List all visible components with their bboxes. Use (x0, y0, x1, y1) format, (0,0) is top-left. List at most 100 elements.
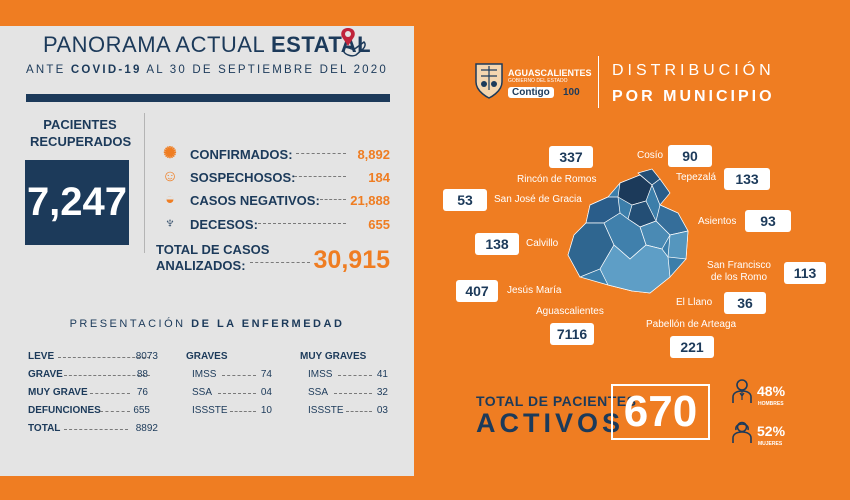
row-value: 76 (136, 387, 148, 398)
municipality-name: Asientos (698, 216, 737, 227)
vertical-divider (144, 113, 145, 253)
stat-negative: ◒ CASOS NEGATIVOS: 21,888 (160, 190, 390, 210)
dash-leader (222, 375, 256, 376)
row-value: 74 (260, 369, 272, 380)
muy-graves-header: MUY GRAVES (300, 351, 367, 362)
municipality-value: 407 (456, 280, 498, 302)
row-value: 8892 (135, 423, 158, 434)
men-percent: 48% (757, 383, 786, 399)
logo-100: 100 (563, 87, 580, 98)
severity-row: DEFUNCIONES 655 (28, 405, 150, 416)
stat-deaths: ♆ DECESOS: 655 (160, 214, 390, 234)
distribution-subtitle: POR MUNICIPIO (612, 88, 775, 105)
man-icon (732, 379, 752, 403)
row-label: SSA (192, 387, 213, 398)
graves-row: IMSS 74 (192, 369, 272, 380)
woman-icon (732, 421, 752, 443)
subtitle-c: AL 30 DE SEPTIEMBRE DEL 2020 (141, 64, 388, 76)
municipality-value: 113 (784, 262, 826, 284)
people-icon: ☺ (161, 168, 179, 185)
stat-value: 21,888 (350, 192, 390, 208)
stat-confirmed: ✺ CONFIRMADOS: 8,892 (160, 144, 390, 164)
severity-row: GRAVE 88 (28, 369, 150, 380)
mask-icon: ◒ (165, 191, 175, 208)
severity-row: TOTAL 8892 (28, 423, 158, 434)
severity-row: LEVE 8073 (28, 351, 158, 362)
muy-graves-row: IMSS 41 (308, 369, 388, 380)
municipality-value: 53 (443, 189, 487, 211)
total-label-1: TOTAL DE CASOS (156, 242, 270, 257)
virus-icon: ✺ (163, 145, 177, 162)
presentation-heading: PRESENTACIÓN DE LA ENFERMEDAD (0, 318, 414, 330)
recovered-value: 7,247 (25, 160, 129, 245)
ribbon-icon: ♆ (164, 215, 176, 232)
row-label: DEFUNCIONES (28, 405, 101, 416)
location-pin-icon (341, 28, 366, 57)
graves-row: ISSSTE 10 (192, 405, 272, 416)
row-label: IMSS (308, 369, 333, 380)
stat-label: SOSPECHOSOS: (190, 169, 296, 185)
page-title: PANORAMA ACTUAL ESTATAL (0, 32, 414, 58)
title-light: PANORAMA ACTUAL (42, 32, 271, 57)
dash-leader (58, 357, 150, 358)
municipality-name: El Llano (676, 297, 713, 308)
dash-leader (90, 393, 130, 394)
row-value: 88 (136, 369, 148, 380)
total-label: TOTAL DE CASOS ANALIZADOS: (156, 242, 269, 274)
logo-name: AGUASCALIENTES (508, 68, 592, 78)
muy-graves-row: SSA 32 (308, 387, 388, 398)
graves-header: GRAVES (186, 351, 228, 362)
row-label: SSA (308, 387, 329, 398)
subtitle-b: COVID-19 (70, 64, 142, 76)
distribution-title: DISTRIBUCIÓN (612, 62, 775, 79)
dash-leader (64, 375, 150, 376)
dash-leader (338, 375, 372, 376)
state-coat-of-arms-icon (475, 63, 503, 99)
municipality-name: San Francisco de los Romo (707, 260, 771, 283)
municipality-value: 337 (549, 146, 593, 168)
municipality-name: Rincón de Romos (517, 174, 597, 185)
subtitle: ANTE COVID-19 AL 30 DE SEPTIEMBRE DEL 20… (0, 64, 414, 76)
row-label: LEVE (28, 351, 55, 362)
stat-label: CASOS NEGATIVOS: (190, 192, 320, 208)
row-label: ISSSTE (192, 405, 228, 416)
municipality-name: Tepezalá (676, 172, 717, 183)
row-value: 8073 (135, 351, 158, 362)
row-value: 04 (260, 387, 272, 398)
total-value: 30,915 (313, 246, 390, 274)
active-label-1: TOTAL DE PACIENTES (476, 393, 637, 409)
recovered-label: PACIENTES RECUPERADOS (30, 117, 132, 149)
stat-value: 184 (368, 169, 390, 185)
municipality-value: 138 (475, 233, 519, 255)
women-label: MUJERES (758, 441, 783, 447)
muy-graves-row: ISSSTE 03 (308, 405, 388, 416)
dash-leader (64, 429, 128, 430)
dash-leader (294, 176, 346, 177)
stat-value: 655 (368, 216, 390, 232)
row-label: IMSS (192, 369, 217, 380)
dash-leader (334, 393, 372, 394)
municipality-name: San José de Gracia (494, 194, 582, 205)
active-value: 670 (611, 384, 710, 440)
municipality-value: 221 (670, 336, 714, 358)
row-label: TOTAL (28, 423, 61, 434)
municipality-name: Aguascalientes (536, 306, 604, 317)
municipality-name: Calvillo (526, 238, 559, 249)
men-label: HOMBRES (758, 401, 784, 407)
row-value: 41 (376, 369, 388, 380)
municipality-name: Cosío (637, 150, 664, 161)
stat-label: DECESOS: (190, 216, 258, 232)
stat-value: 8,892 (357, 146, 390, 162)
dash-leader (346, 411, 372, 412)
row-value: 10 (260, 405, 272, 416)
row-value: 32 (376, 387, 388, 398)
municipality-value: 36 (724, 292, 766, 314)
severity-row: MUY GRAVE 76 (28, 387, 148, 398)
row-label: ISSSTE (308, 405, 344, 416)
row-label: GRAVE (28, 369, 63, 380)
women-percent: 52% (757, 423, 786, 439)
dash-leader (218, 393, 256, 394)
header-divider (598, 56, 599, 108)
logo-subtitle: GOBIERNO DEL ESTADO (508, 78, 568, 84)
divider-bar (26, 94, 390, 102)
